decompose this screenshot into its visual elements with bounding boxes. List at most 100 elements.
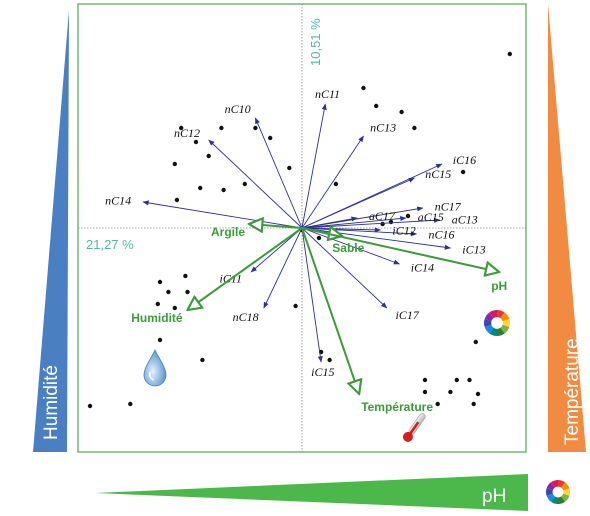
site-point-27	[166, 289, 171, 295]
vector-ic16	[301, 163, 443, 229]
env-vector-ph	[301, 227, 499, 272]
site-point-28	[185, 289, 190, 295]
vector-label-nc15: nC15	[425, 167, 451, 181]
site-point-24	[316, 235, 322, 241]
site-point-5	[412, 125, 417, 131]
site-point-8	[253, 125, 258, 131]
vector-nc14	[142, 200, 303, 229]
site-point-25	[183, 273, 188, 279]
vector-label-nc11: nC11	[315, 87, 340, 101]
vector-ac17	[301, 216, 358, 229]
env-label-humidite: Humidité	[131, 311, 183, 325]
site-point-20	[405, 213, 411, 219]
site-point-7	[219, 125, 224, 131]
env-label-ph: pH	[491, 279, 507, 293]
axis1-percent-label: 21,27 %	[86, 237, 134, 252]
env-vector-argile	[249, 224, 303, 228]
environmental-vectors: Argile Sable pH Humidité Température	[131, 224, 507, 414]
vector-ac13	[301, 217, 441, 229]
vector-label-ic15: iC15	[311, 365, 334, 379]
site-point-33	[473, 339, 478, 345]
vector-label-nc13: nC13	[370, 121, 396, 135]
ph-color-wheel-icon	[484, 310, 510, 336]
axis2-percent-label: 10,51 %	[308, 18, 323, 66]
site-point-42	[475, 391, 481, 397]
vector-ic17	[301, 227, 388, 309]
vector-nc12	[208, 139, 303, 229]
temperature-gradient-bar	[548, 4, 586, 452]
vector-nc13	[301, 135, 364, 229]
site-point-4	[399, 109, 404, 115]
vector-label-nc17: nC17	[435, 199, 462, 213]
site-point-17	[221, 187, 226, 193]
site-point-14	[333, 181, 339, 187]
vector-label-ic17: iC17	[396, 308, 420, 322]
vector-label-ic13: iC13	[462, 242, 485, 256]
site-point-2	[361, 85, 366, 91]
site-point-32	[157, 337, 163, 343]
site-point-11	[206, 153, 211, 159]
env-vector-temperature	[301, 227, 359, 394]
ph-gradient-bar	[95, 474, 528, 511]
vector-nc16	[301, 227, 418, 237]
thermometer-icon	[402, 413, 426, 442]
vector-label-nc18: nC18	[233, 310, 259, 324]
site-point-38	[454, 377, 459, 383]
site-point-13	[287, 165, 292, 171]
site-point-3	[374, 103, 379, 109]
temperature-gradient-label: Température	[562, 338, 583, 445]
vector-label-ac13: aC13	[452, 212, 478, 226]
vector-label-ac17: aC17	[369, 209, 396, 223]
site-point-15	[460, 169, 466, 175]
env-vector-humidite	[188, 227, 303, 310]
humidity-gradient-bar	[33, 10, 69, 452]
site-point-39	[467, 377, 472, 383]
site-point-29	[155, 301, 160, 307]
vector-label-ic14: iC14	[411, 261, 434, 275]
vector-label-nc12: nC12	[174, 126, 200, 140]
site-point-18	[242, 181, 247, 187]
site-point-46	[128, 401, 133, 407]
vector-nc18	[263, 227, 303, 309]
ph-gradient-label: pH	[482, 486, 506, 507]
site-points	[87, 51, 512, 409]
ph-color-wheel-icon	[546, 480, 570, 504]
vector-ic15	[301, 227, 323, 363]
env-label-sable: Sable	[332, 241, 364, 255]
env-label-temperature: Température	[361, 400, 433, 414]
vector-label-ic16: iC16	[453, 153, 476, 167]
env-label-argile: Argile	[211, 225, 245, 239]
site-point-30	[172, 305, 177, 311]
vector-label-ic12: iC12	[392, 223, 415, 237]
site-point-12	[172, 161, 177, 167]
site-point-41	[422, 389, 428, 395]
vector-nc10	[254, 117, 303, 229]
site-point-36	[200, 357, 205, 363]
site-point-9	[268, 135, 273, 141]
site-point-37	[422, 377, 428, 383]
site-point-26	[157, 279, 163, 285]
vector-label-nc16: nC16	[429, 228, 455, 242]
vector-label-nc10: nC10	[225, 102, 251, 116]
water-drop-icon	[143, 349, 167, 387]
humidity-gradient-label: Humidité	[41, 365, 62, 440]
vector-label-nc14: nC14	[105, 193, 131, 207]
site-point-40	[448, 389, 453, 395]
vector-label-ac15: aC15	[418, 210, 444, 224]
vector-ac15	[301, 216, 407, 229]
site-point-6	[179, 125, 184, 131]
site-point-44	[435, 401, 440, 407]
site-point-35	[327, 357, 332, 363]
site-point-19	[174, 197, 180, 203]
vector-ic11	[250, 227, 303, 273]
vector-ic14	[301, 227, 401, 265]
site-point-45	[87, 403, 93, 409]
site-point-31	[293, 303, 298, 309]
vector-nc11	[301, 103, 327, 229]
site-point-10	[193, 139, 199, 145]
site-point-1	[507, 51, 512, 57]
site-point-43	[471, 401, 476, 407]
site-point-16	[198, 185, 203, 191]
